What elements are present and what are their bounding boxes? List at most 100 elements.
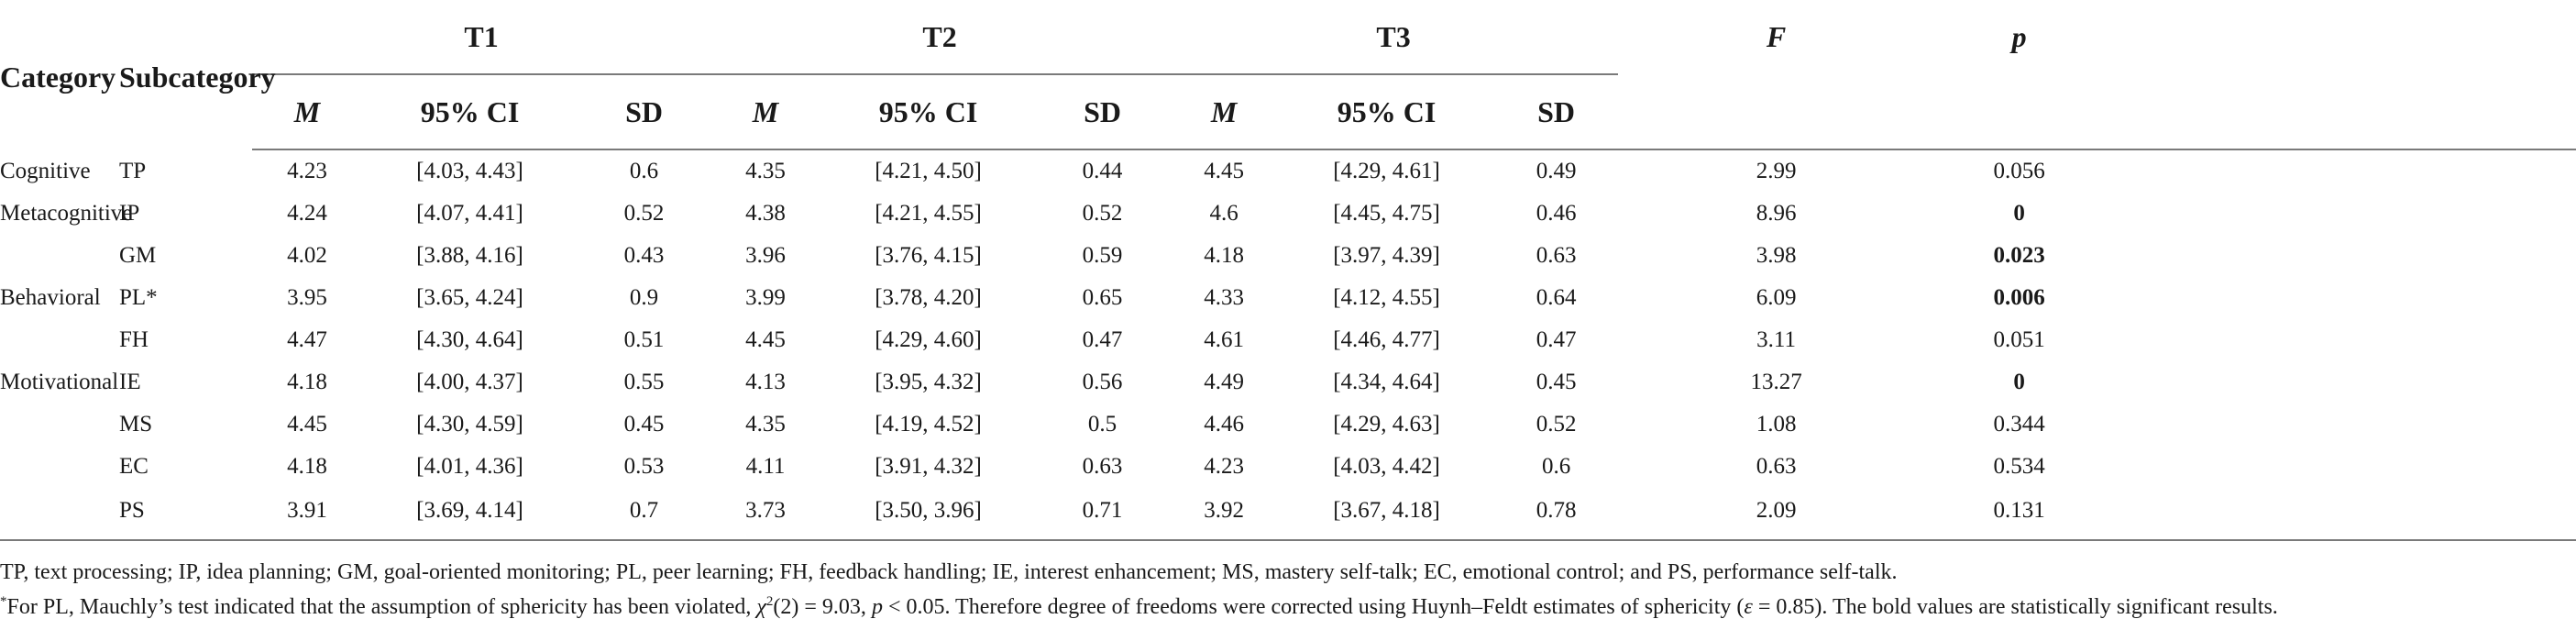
cell-t2-m: 3.96 <box>745 243 786 268</box>
cell-subcategory: IP <box>119 201 140 226</box>
cell-category <box>0 488 119 541</box>
header-spacer <box>2104 0 2576 74</box>
cell-t2-ci: [4.29, 4.60] <box>875 327 982 352</box>
cell-t2-m: 4.35 <box>745 412 786 437</box>
header-t3-sd: SD <box>1494 74 1619 150</box>
cell-t1-sd: 0.6 <box>629 159 659 183</box>
cell-t3-m: 4.45 <box>1204 159 1244 183</box>
cell-subcategory: EC <box>119 454 149 479</box>
footnote-text-d: = 0.85). The bold values are statistical… <box>1752 595 2278 619</box>
cell-t1-sd: 0.7 <box>578 488 711 541</box>
cell-f: 3.11 <box>1756 327 1796 352</box>
cell-t2-sd: 0.63 <box>1082 454 1123 479</box>
cell-subcategory: IE <box>119 370 141 394</box>
cell-t1-m: 4.45 <box>287 412 327 437</box>
cell-t2-m: 4.35 <box>745 159 786 183</box>
cell-category <box>0 403 119 446</box>
table-footnotes: TP, text processing; IP, idea planning; … <box>0 555 2576 624</box>
cell-spacer <box>2104 277 2576 319</box>
cell-t3-ci: [4.46, 4.77] <box>1333 327 1440 352</box>
cell-spacer <box>2104 235 2576 277</box>
cell-t1-sd: 0.51 <box>623 327 665 352</box>
cell-t3-m: 4.46 <box>1204 412 1244 437</box>
cell-t1-ci: [3.88, 4.16] <box>416 243 523 268</box>
table-row: Metacognitive IP 4.24 [4.07, 4.41] 0.52 4.38 [… <box>0 193 2576 235</box>
cell-t1-ci: [4.03, 4.43] <box>416 159 523 183</box>
cell-t3-sd: 0.63 <box>1536 243 1577 268</box>
cell-t3-sd: 0.45 <box>1536 370 1577 394</box>
cell-f: 0.63 <box>1756 454 1797 479</box>
cell-t1-sd: 0.9 <box>629 285 659 310</box>
cell-category <box>0 319 119 361</box>
cell-category: Behavioral <box>0 285 101 310</box>
cell-t2-ci: [4.21, 4.55] <box>875 201 982 226</box>
cell-p: 0.131 <box>1934 488 2105 541</box>
cell-t3-ci: [4.03, 4.42] <box>1333 454 1440 479</box>
table-row: Behavioral PL* 3.95 [3.65, 4.24] 0.9 3.99 [3.7… <box>0 277 2576 319</box>
header-t1-sd: SD <box>578 74 711 150</box>
cell-p: 0 <box>2013 370 2025 394</box>
cell-f: 2.99 <box>1756 159 1797 183</box>
cell-spacer <box>2104 403 2576 446</box>
cell-t3-sd: 0.46 <box>1536 201 1577 226</box>
cell-t1-sd: 0.53 <box>623 454 665 479</box>
cell-t2-m: 4.13 <box>745 370 786 394</box>
cell-subcategory: PS <box>119 488 252 541</box>
cell-t3-ci: [4.29, 4.61] <box>1333 159 1440 183</box>
header-t3-ci: 95% CI <box>1279 74 1495 150</box>
footnote-marker: * <box>0 594 7 609</box>
cell-t3-sd: 0.49 <box>1536 159 1577 183</box>
cell-t2-sd: 0.47 <box>1082 327 1123 352</box>
cell-t1-sd: 0.43 <box>623 243 665 268</box>
cell-t3-ci: [4.29, 4.63] <box>1333 412 1440 437</box>
header-f: F <box>1766 20 1787 53</box>
cell-t3-m: 3.92 <box>1169 488 1280 541</box>
header-group-t3: T3 <box>1169 0 1619 75</box>
cell-subcategory: TP <box>119 158 147 183</box>
epsilon-symbol: ε <box>1744 595 1753 619</box>
cell-category <box>0 235 119 277</box>
footnote-text-a: For PL, Mauchly’s test indicated that th… <box>6 595 757 619</box>
cell-category: Cognitive <box>0 158 91 183</box>
header-t1-m: M <box>252 74 362 150</box>
header-category: Category <box>0 61 116 94</box>
cell-t2-sd: 0.52 <box>1082 201 1123 226</box>
cell-f: 8.96 <box>1756 201 1797 226</box>
header-t2-m: M <box>710 74 821 150</box>
cell-category: Metacognitive <box>0 201 133 226</box>
header-p-empty <box>1934 74 2105 150</box>
cell-t3-m: 4.23 <box>1204 454 1244 479</box>
header-spacer-2 <box>2104 74 2576 150</box>
header-subcategory: Subcategory <box>119 61 276 94</box>
cell-t2-m: 4.38 <box>745 201 786 226</box>
cell-t1-sd: 0.55 <box>623 370 665 394</box>
cell-t1-sd: 0.52 <box>623 201 665 226</box>
cell-t1-m: 3.91 <box>252 488 362 541</box>
cell-t2-ci: [3.76, 4.15] <box>875 243 982 268</box>
cell-t2-sd: 0.59 <box>1082 243 1123 268</box>
cell-t3-m: 4.49 <box>1204 370 1244 394</box>
cell-t2-sd: 0.56 <box>1082 370 1123 394</box>
cell-t3-sd: 0.78 <box>1494 488 1619 541</box>
cell-t1-m: 4.24 <box>287 201 327 226</box>
cell-spacer <box>2104 446 2576 488</box>
cell-p: 0.056 <box>1993 159 2045 183</box>
footnote-text-b: (2) = 9.03, <box>773 595 872 619</box>
table-row: FH 4.47 [4.30, 4.64] 0.51 4.45 [4.29, 4.60] 0.… <box>0 319 2576 361</box>
cell-t1-m: 3.95 <box>287 285 327 310</box>
cell-subcategory: PL* <box>119 285 158 310</box>
cell-t2-sd: 0.44 <box>1082 159 1123 183</box>
cell-t3-m: 4.6 <box>1209 201 1238 226</box>
cell-t3-ci: [4.34, 4.64] <box>1333 370 1440 394</box>
footnote-text-c: < 0.05. Therefore degree of freedoms wer… <box>882 595 1745 619</box>
table-row: Cognitive TP 4.23 [4.03, 4.43] 0.6 4.35 [4.21,… <box>0 149 2576 193</box>
cell-f: 13.27 <box>1750 370 1802 394</box>
header-t3-m: M <box>1169 74 1280 150</box>
cell-t3-ci: [3.97, 4.39] <box>1333 243 1440 268</box>
cell-t3-sd: 0.6 <box>1541 454 1571 479</box>
cell-subcategory: FH <box>119 327 149 352</box>
cell-t2-ci: [3.50, 3.96] <box>820 488 1037 541</box>
header-t1-ci: 95% CI <box>362 74 578 150</box>
header-p: p <box>2011 20 2027 53</box>
cell-t3-ci: [4.12, 4.55] <box>1333 285 1440 310</box>
